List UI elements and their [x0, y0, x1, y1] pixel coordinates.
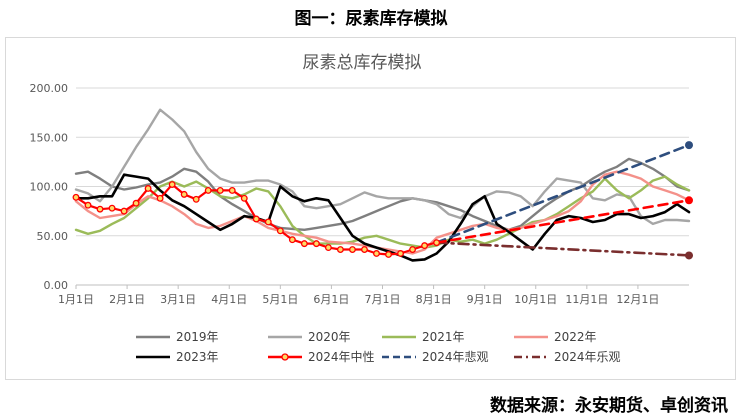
x-tick-label: 1月1日 — [58, 293, 94, 306]
x-tick-label: 11月1日 — [565, 293, 608, 306]
data-point-marker — [180, 190, 188, 198]
y-tick-label: 200.00 — [30, 82, 69, 95]
data-point-marker — [252, 215, 260, 223]
x-tick-label: 5月1日 — [262, 293, 298, 306]
data-source: 数据来源：永安期货、卓创资讯 — [490, 396, 728, 416]
data-point-marker — [276, 227, 284, 235]
legend: 2019年 2020年 2021年 2022年 2023年 2024年中性 2024年悲观 2… — [136, 330, 621, 364]
data-point-marker — [168, 181, 176, 188]
x-tick-label: 6月1日 — [313, 293, 349, 306]
data-point-marker — [156, 194, 164, 202]
data-point-marker — [240, 194, 248, 202]
legend-label: 2022年 — [554, 330, 597, 344]
data-point-marker — [409, 246, 416, 253]
y-tick-label: 0.00 — [44, 279, 69, 292]
data-point-marker — [433, 239, 441, 247]
series-line-projection — [435, 199, 691, 244]
data-point-marker — [108, 204, 116, 212]
x-tick-label: 12月1日 — [616, 293, 659, 306]
data-point-marker — [204, 186, 212, 194]
legend-label: 2024年中性 — [308, 349, 375, 364]
data-point-marker — [216, 186, 224, 194]
data-point-marker — [96, 205, 104, 213]
data-point-marker — [324, 244, 332, 252]
x-tick-label: 3月1日 — [160, 293, 196, 306]
legend-label: 2020年 — [308, 330, 351, 344]
series-line-2021年 — [74, 175, 691, 249]
x-axis: 1月1日 2月1日 3月1日 4月1日 5月1日 6月1日 7月1日 8月1日 9月1日 10月1… — [58, 285, 659, 306]
x-tick-label: 8月1日 — [416, 293, 452, 306]
legend-label: 2024年悲观 — [422, 349, 489, 364]
data-point-marker — [132, 199, 140, 207]
data-point-marker — [312, 240, 320, 248]
figure-title: 图一：尿素库存模拟 — [294, 9, 448, 29]
data-point-marker — [144, 185, 152, 192]
x-tick-label: 9月1日 — [467, 293, 503, 306]
x-tick-label: 10月1日 — [514, 293, 557, 306]
data-point-marker — [397, 250, 404, 257]
data-point-marker — [300, 240, 308, 248]
legend-label: 2024年乐观 — [554, 350, 621, 364]
y-axis: 0.00 50.00 100.00 150.00 200.00 — [30, 82, 69, 292]
data-point-marker — [192, 195, 200, 203]
chart-container: 尿素总库存模拟 0.00 50.00 100.00 150.00 200.00 1月1日… — [5, 37, 736, 380]
y-tick-label: 100.00 — [30, 181, 69, 194]
series-line-2023年 — [74, 173, 691, 262]
chart-title: 尿素总库存模拟 — [303, 53, 422, 73]
data-point-marker — [361, 246, 368, 253]
data-point-marker — [336, 246, 344, 253]
data-point-marker — [288, 236, 296, 244]
data-point-marker — [84, 201, 92, 209]
data-point-marker — [349, 246, 356, 253]
x-tick-label: 4月1日 — [211, 293, 247, 306]
series-line-2020年 — [74, 108, 691, 226]
data-point-marker — [373, 250, 380, 257]
series-line-2019年 — [74, 157, 691, 232]
legend-label: 2021年 — [422, 330, 465, 344]
inventory-line-chart: 尿素总库存模拟 0.00 50.00 100.00 150.00 200.00 1月1日… — [30, 53, 693, 364]
series-line-2024年悲观 — [435, 143, 691, 244]
series-line-2024年乐观 — [435, 241, 691, 257]
projection-end-point — [685, 196, 693, 205]
data-point-marker — [228, 186, 236, 194]
series-lines — [72, 108, 693, 262]
data-point-marker — [120, 207, 128, 215]
projection-end-point — [685, 251, 693, 260]
x-tick-label: 7月1日 — [365, 293, 401, 306]
data-point-marker — [385, 251, 392, 258]
y-tick-label: 50.00 — [37, 230, 69, 243]
legend-label: 2019年 — [176, 330, 219, 344]
projection-end-point — [685, 141, 693, 150]
x-tick-label: 2月1日 — [109, 293, 145, 306]
data-point-marker — [72, 193, 80, 201]
legend-label: 2023年 — [176, 350, 219, 364]
y-tick-label: 150.00 — [30, 131, 69, 144]
legend-marker — [281, 353, 289, 361]
data-point-marker — [421, 242, 429, 250]
data-point-marker — [264, 218, 272, 226]
